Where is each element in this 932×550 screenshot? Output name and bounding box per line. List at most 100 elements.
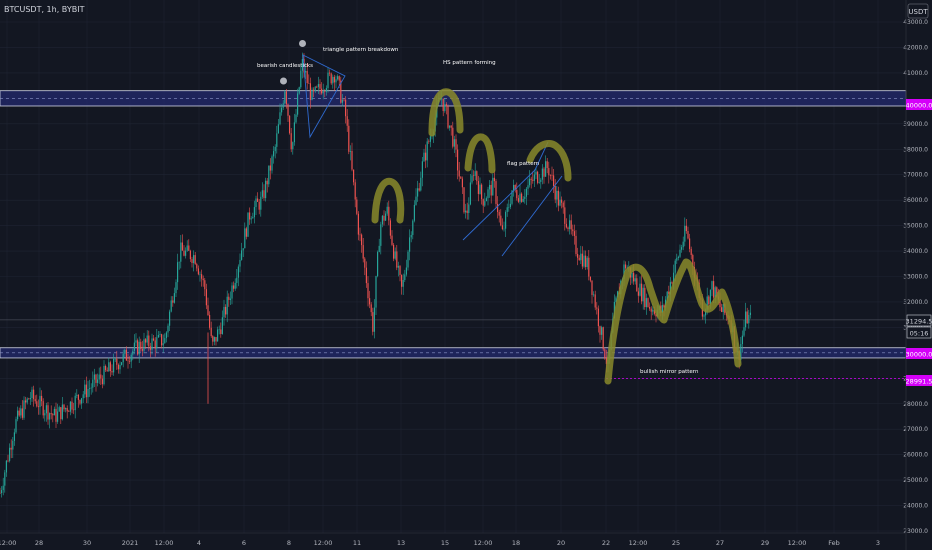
countdown-label: 05:16 [906,326,932,339]
candle-body [348,125,350,152]
candle-body [410,234,412,238]
candle-body [1,490,3,493]
candle-body [746,311,748,324]
candle-body [122,353,124,363]
candle-body [412,220,414,235]
candle-body [50,413,52,415]
candle-body [677,256,679,258]
candle-body [202,278,204,281]
candle-body [682,241,684,248]
candle-body [76,394,78,396]
candle-body [295,114,297,123]
candle-body [249,212,251,220]
candle-body [189,250,191,260]
candle-body [471,175,473,183]
candle-body [125,349,127,361]
x-tick-label: 28 [35,539,43,547]
candle-body [20,408,22,416]
candle-body [327,72,329,89]
candle-body [63,404,65,410]
candle-body [92,379,94,388]
candle-body [145,339,147,343]
candle-body [253,207,255,218]
candle-body [749,312,751,315]
flag-lower-line [501,175,563,257]
candle-body [421,161,423,178]
candle-body [500,215,502,226]
candle-body [266,180,268,185]
candle-body [498,212,500,216]
candle-body [423,152,425,162]
y-tick-label: 39000.0 [903,121,928,128]
candle-body [106,370,108,372]
candle-body [185,250,187,256]
candle-body [473,175,475,177]
candle-body [369,298,371,305]
candle-body [578,257,580,261]
candle-body [525,188,527,197]
time-axis[interactable]: 12:00 28 30 2021 12:00 4 6 8 12:00 11 13 15 12:00 18 2… [0,532,906,547]
candle-body [653,309,655,314]
candle-body [47,405,49,420]
candle-body [98,374,100,380]
candle-body [281,107,283,113]
candle-body [4,472,6,486]
candle-body [241,250,243,260]
candle-body [513,184,515,191]
candle-body [689,238,691,249]
candle-body [293,122,295,143]
candle-body [28,398,30,400]
candle-body [365,267,367,284]
candle-body [183,250,185,256]
candle-body [497,203,499,213]
candle-body [199,274,201,275]
candle-body [140,341,142,350]
candle-body [721,307,723,312]
candle-body [493,177,495,182]
candle-body [445,104,447,107]
x-tick-label: 13 [397,539,405,547]
candle-body [193,255,195,264]
candle-body [39,395,41,408]
candle-body [605,358,607,364]
candle-body [596,307,598,309]
candle-body [522,198,524,202]
candle-body [244,228,246,249]
currency-label[interactable]: USDT [907,3,929,19]
candle-body [333,76,335,83]
annotation-bullish-mirror: bullish mirror pattern [640,369,699,375]
candle-body [692,254,694,268]
marker-top [299,40,306,47]
candle-body [381,215,383,225]
candle-body [113,358,115,373]
candle-body [157,334,159,338]
candle-body [37,406,39,408]
candle-body [711,281,713,290]
candle-body [165,332,167,339]
candle-body [548,168,550,176]
candle-body [173,293,175,303]
candle-body [215,337,217,342]
y-tick-label: 26000.0 [903,452,928,459]
candle-body [257,198,259,202]
candle-body [53,408,55,416]
candle-body [127,360,129,362]
hs-right-shoulder [464,133,496,174]
candle-body [146,335,148,343]
candle-body [673,272,675,284]
x-tick-label: 12:00 [155,539,174,547]
candle-body [301,59,303,71]
candle-body [487,189,489,199]
candle-body [268,165,270,185]
candle-body [529,178,531,186]
annotation-flag-pattern: flag pattern [507,161,540,167]
candle-body [397,266,399,268]
candle-body [245,228,247,237]
candle-body [239,259,241,267]
candle-body [375,276,377,308]
candle-body [482,199,484,206]
candle-body [407,251,409,268]
candle-body [540,179,542,182]
candle-body [599,326,601,335]
